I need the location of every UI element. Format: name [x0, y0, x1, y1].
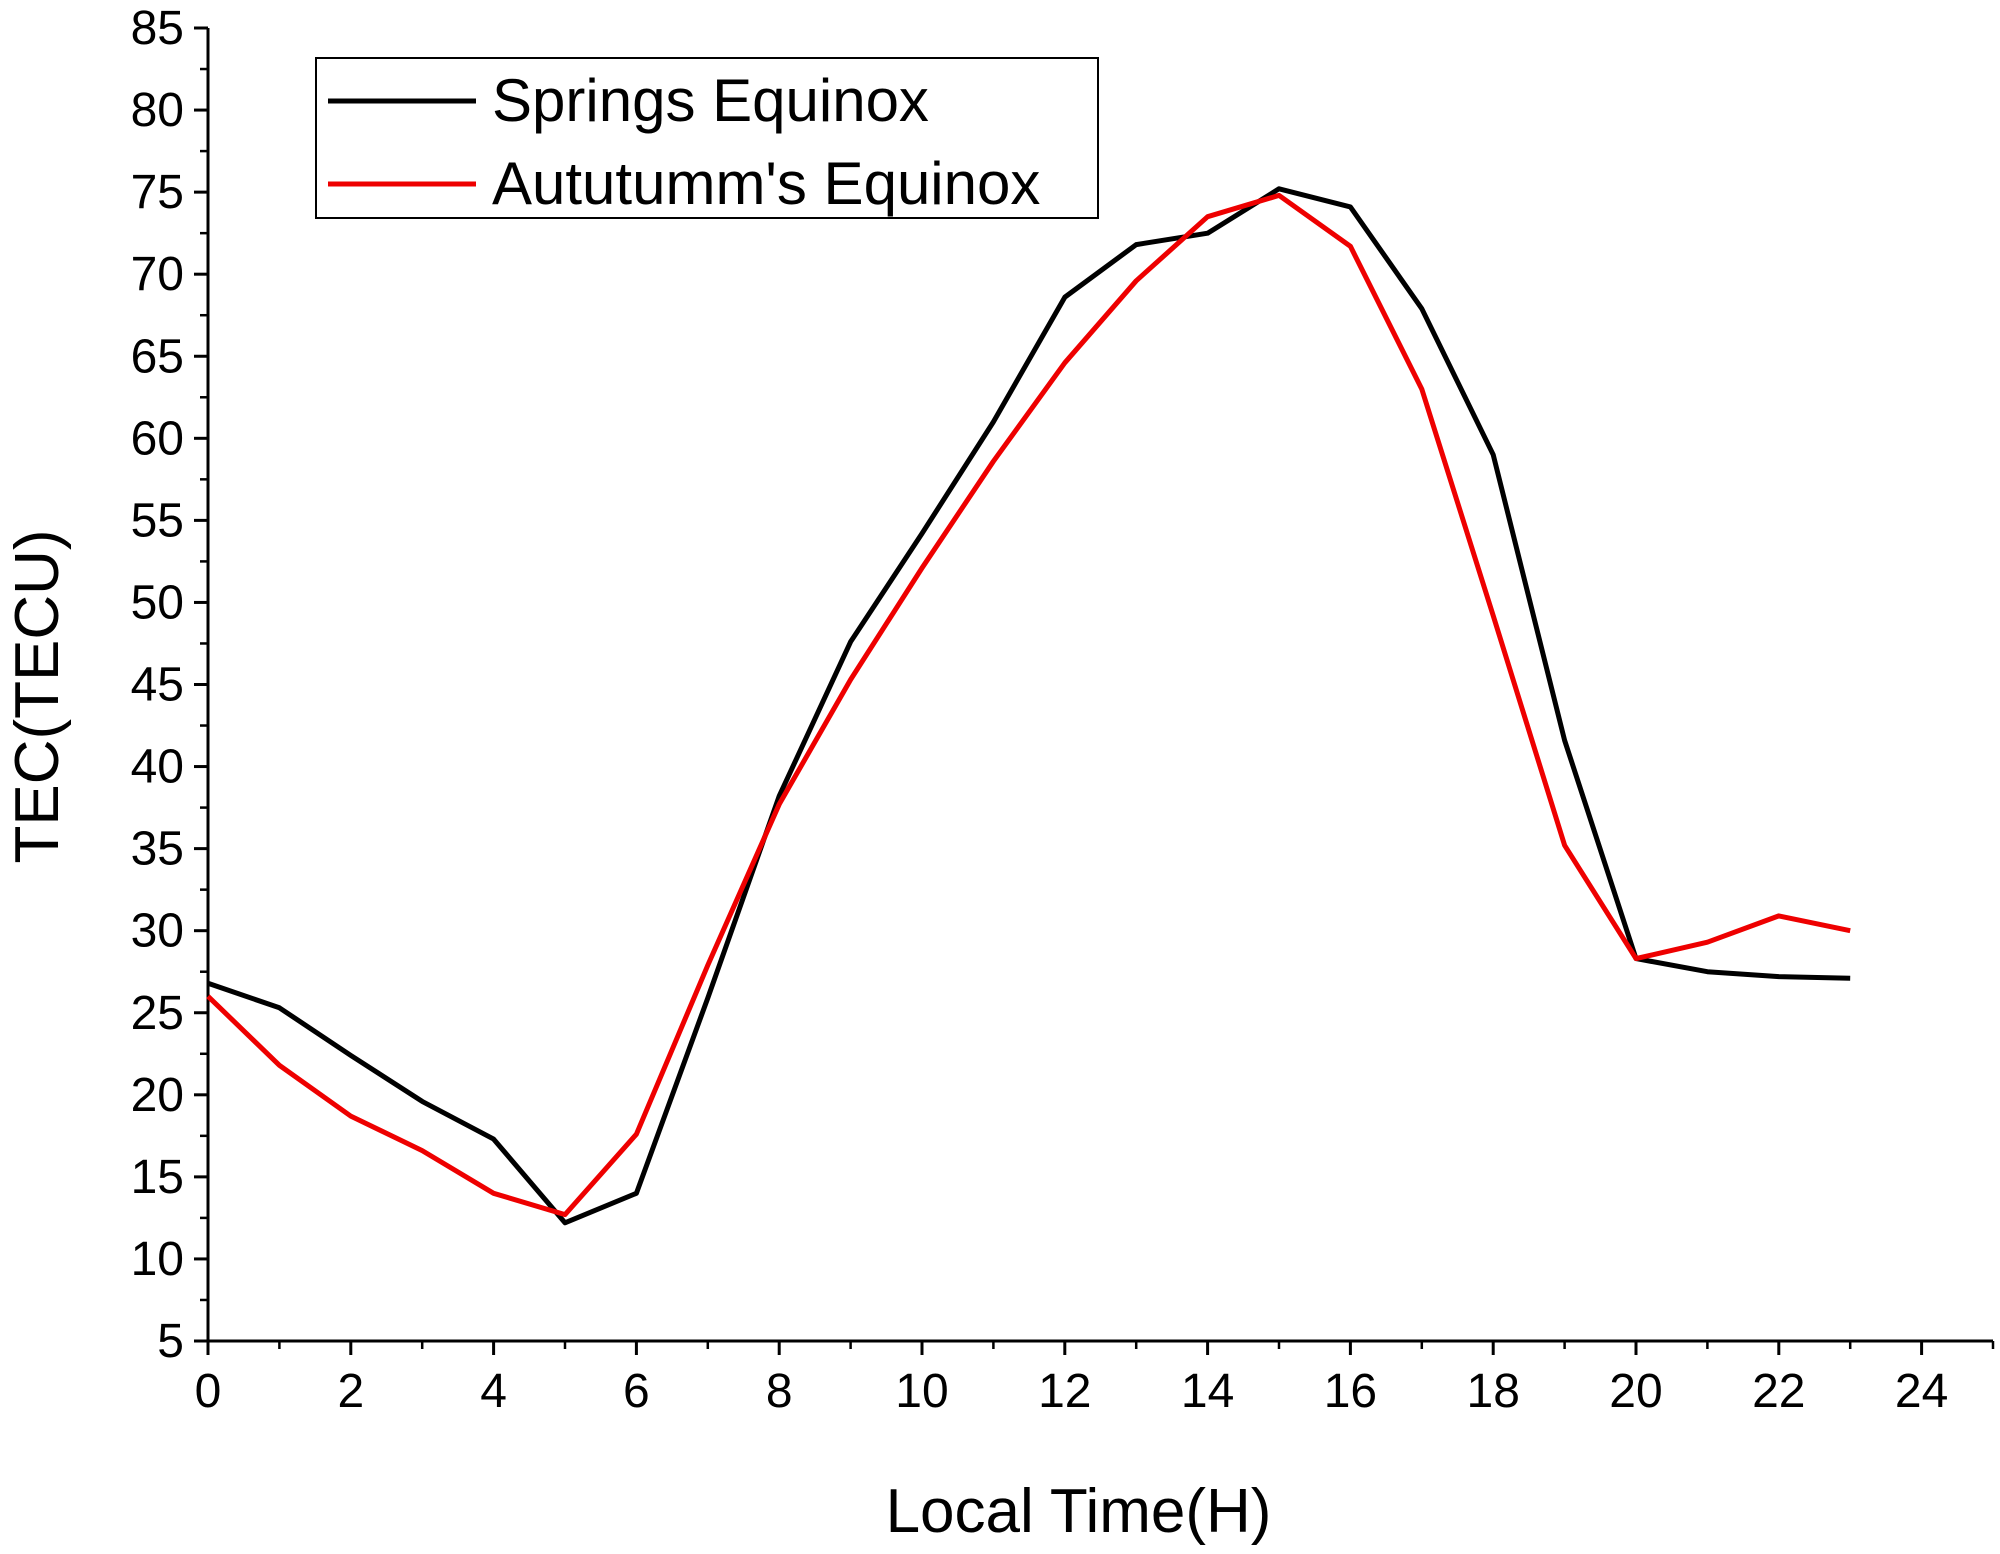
x-tick-label: 10 — [895, 1365, 948, 1418]
x-tick-label: 22 — [1752, 1365, 1805, 1418]
y-tick-label: 60 — [131, 412, 184, 465]
legend-box — [315, 57, 1099, 219]
x-tick-label: 12 — [1038, 1365, 1091, 1418]
y-tick-label: 15 — [131, 1151, 184, 1204]
legend-label-0: Springs Equinox — [492, 67, 929, 134]
y-tick-label: 10 — [131, 1233, 184, 1286]
y-tick-label: 75 — [131, 166, 184, 219]
y-tick-label: 85 — [131, 2, 184, 55]
x-tick-label: 20 — [1609, 1365, 1662, 1418]
x-tick-label: 6 — [623, 1365, 650, 1418]
series-line-1 — [206, 192, 1851, 1218]
y-axis-ticks: 5 10 15 20 25 30 35 40 45 50 55 60 65 70 75 80 85 — [131, 2, 208, 1368]
y-tick-label: 80 — [131, 84, 184, 137]
axes — [206, 28, 1993, 1343]
x-axis-ticks: 0 2 4 6 8 10 12 14 16 18 20 22 24 — [195, 1341, 1995, 1418]
y-tick-label: 20 — [131, 1069, 184, 1122]
x-tick-label: 4 — [480, 1365, 507, 1418]
y-tick-label: 50 — [131, 576, 184, 629]
y-tick-label: 40 — [131, 741, 184, 794]
x-tick-label: 2 — [337, 1365, 364, 1418]
x-tick-label: 16 — [1324, 1365, 1377, 1418]
x-tick-label: 0 — [195, 1365, 222, 1418]
y-tick-label: 30 — [131, 905, 184, 958]
y-tick-label: 65 — [131, 330, 184, 383]
legend: Springs Equinox Aututumm's Equinox — [315, 57, 1099, 219]
series-line-0 — [207, 186, 1851, 1226]
x-tick-label: 8 — [766, 1365, 793, 1418]
y-tick-label: 70 — [131, 248, 184, 301]
x-tick-label: 18 — [1467, 1365, 1520, 1418]
legend-label-1: Aututumm's Equinox — [492, 150, 1040, 217]
y-axis-title: TEC(TECU) — [3, 529, 72, 863]
y-tick-label: 25 — [131, 987, 184, 1040]
y-tick-label: 55 — [131, 494, 184, 547]
x-tick-label: 24 — [1895, 1365, 1948, 1418]
y-tick-label: 35 — [131, 823, 184, 876]
series-layer — [206, 186, 1851, 1226]
y-tick-label: 5 — [157, 1315, 184, 1368]
x-tick-label: 14 — [1181, 1365, 1234, 1418]
x-axis-title: Local Time(H) — [886, 1477, 1272, 1546]
y-tick-label: 45 — [131, 659, 184, 712]
